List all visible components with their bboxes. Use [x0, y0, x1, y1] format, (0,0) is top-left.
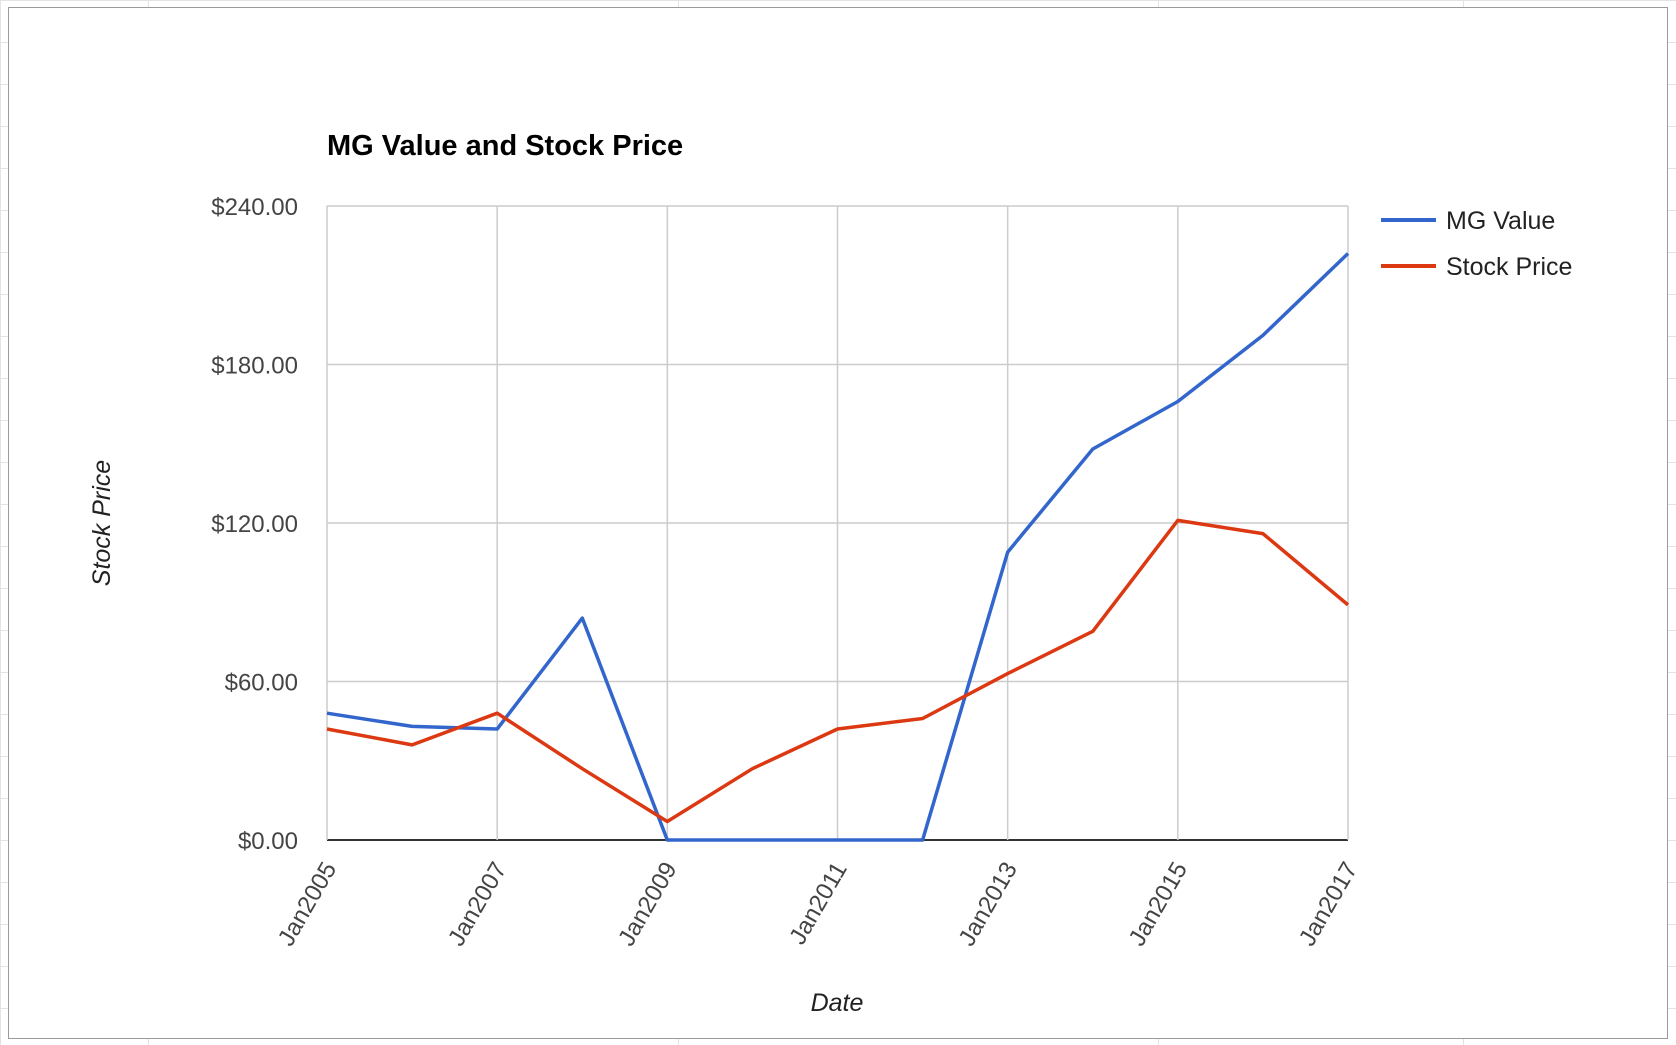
x-tick-label: Jan2017	[1294, 858, 1363, 951]
y-tick-label: $60.00	[225, 670, 298, 697]
chart-series	[326, 252, 1350, 842]
x-tick-label: Jan2013	[953, 858, 1022, 951]
x-tick-label: Jan2015	[1124, 858, 1193, 951]
series-line-mg-value	[326, 252, 1350, 842]
x-tick-label: Jan2005	[273, 858, 342, 951]
x-axis-tick-labels: Jan2005 Jan2007 Jan2009 Jan2011 Jan2013 Jan20…	[273, 858, 1363, 951]
y-tick-label: $180.00	[211, 353, 298, 380]
y-tick-label: $240.00	[211, 194, 298, 221]
y-tick-label: $0.00	[238, 828, 298, 855]
x-tick-label: Jan2007	[443, 858, 512, 951]
chart-grid	[326, 205, 1349, 841]
chart-legend: MG Value Stock Price	[1381, 207, 1572, 281]
legend-label: Stock Price	[1446, 253, 1572, 281]
x-tick-label: Jan2009	[613, 858, 682, 951]
legend-label: MG Value	[1446, 207, 1555, 235]
series-line-stock-price	[326, 518, 1350, 824]
y-axis-tick-labels: $0.00 $60.00 $120.00 $180.00 $240.00	[211, 194, 298, 855]
y-tick-label: $120.00	[211, 511, 298, 538]
x-axis-label: Date	[811, 989, 864, 1017]
x-tick-label: Jan2011	[784, 858, 853, 950]
chart-title: MG Value and Stock Price	[327, 130, 683, 162]
y-axis-label: Stock Price	[88, 460, 116, 586]
